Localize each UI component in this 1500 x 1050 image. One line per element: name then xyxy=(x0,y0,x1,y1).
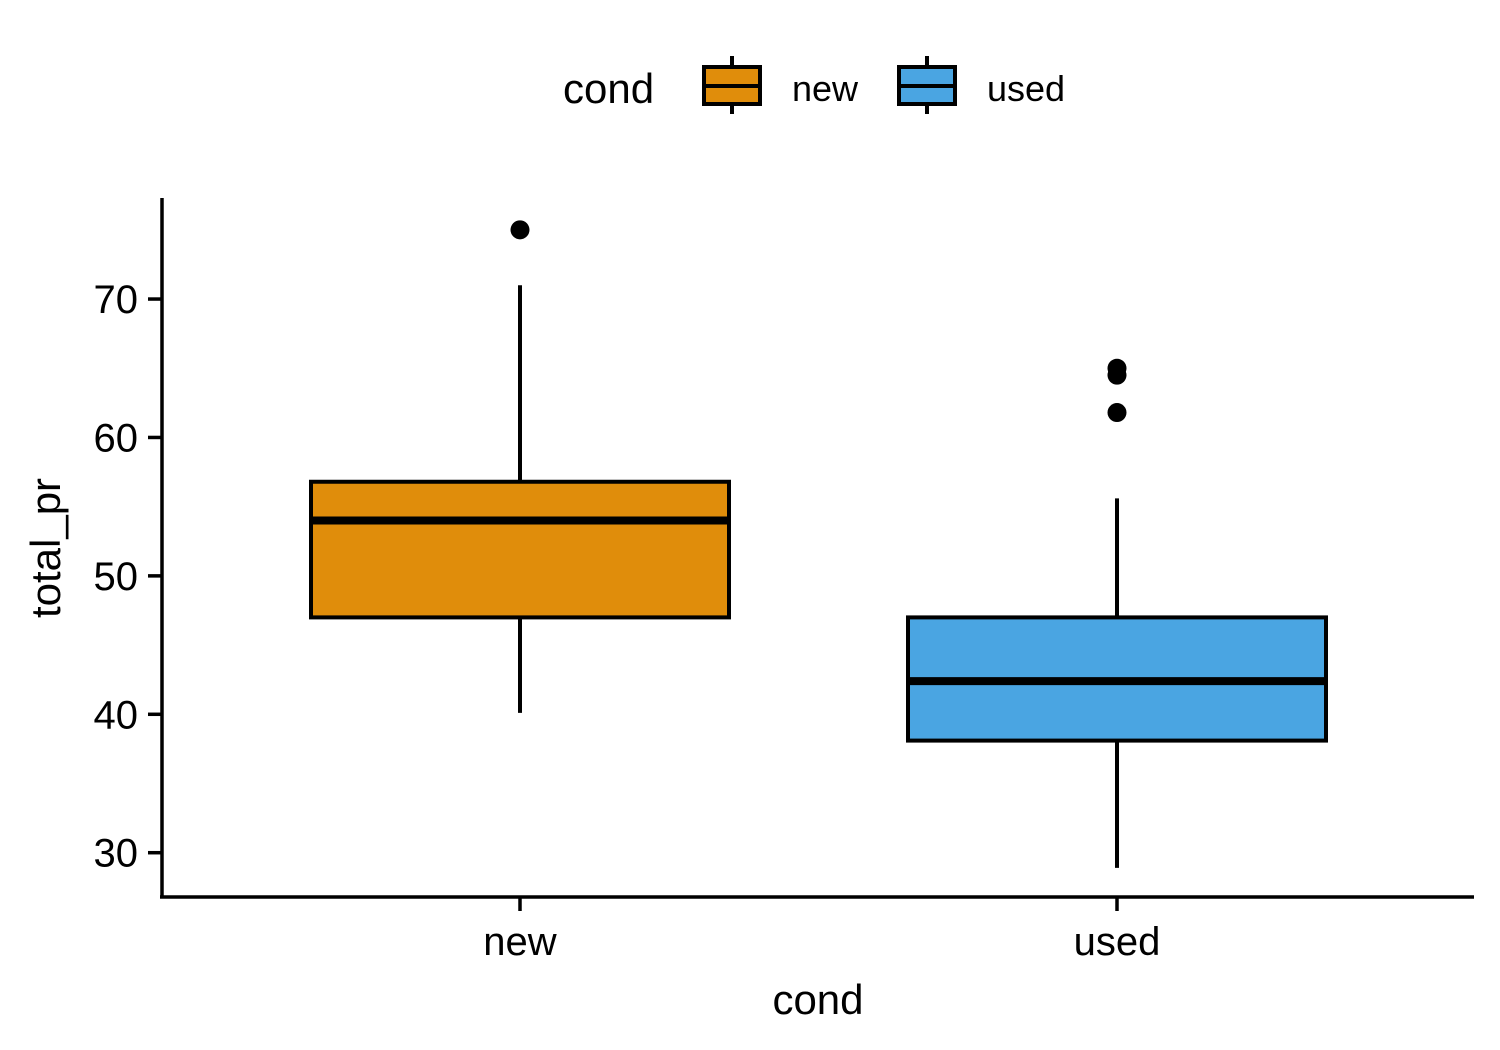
y-tick-label-50: 50 xyxy=(94,555,139,599)
y-ticks: 30 40 50 60 70 xyxy=(94,278,162,876)
axes: 30 40 50 60 70 new used xyxy=(94,198,1474,964)
box-used xyxy=(906,358,1328,868)
legend-key-new xyxy=(702,56,762,114)
legend-title: cond xyxy=(563,65,654,112)
plot-area xyxy=(309,220,1328,868)
legend-key-used xyxy=(897,56,957,114)
x-tick-label-new: new xyxy=(483,920,556,964)
y-axis-title: total_pr xyxy=(22,478,69,618)
y-tick-label-30: 30 xyxy=(94,832,139,876)
y-tick-label-60: 60 xyxy=(94,416,139,460)
y-tick-label-70: 70 xyxy=(94,278,139,322)
legend-label-used: used xyxy=(987,68,1065,109)
box-new xyxy=(309,220,731,713)
legend: cond new used xyxy=(563,56,1065,114)
x-axis-title: cond xyxy=(772,976,863,1023)
legend-label-new: new xyxy=(792,68,859,109)
outlier-new-0 xyxy=(510,220,530,240)
iqr-box-new xyxy=(309,479,731,620)
outlier-used-1 xyxy=(1107,365,1127,385)
x-ticks: new used xyxy=(483,897,1160,964)
y-tick-label-40: 40 xyxy=(94,693,139,737)
x-tick-label-used: used xyxy=(1074,920,1161,964)
outlier-used-2 xyxy=(1107,403,1127,423)
